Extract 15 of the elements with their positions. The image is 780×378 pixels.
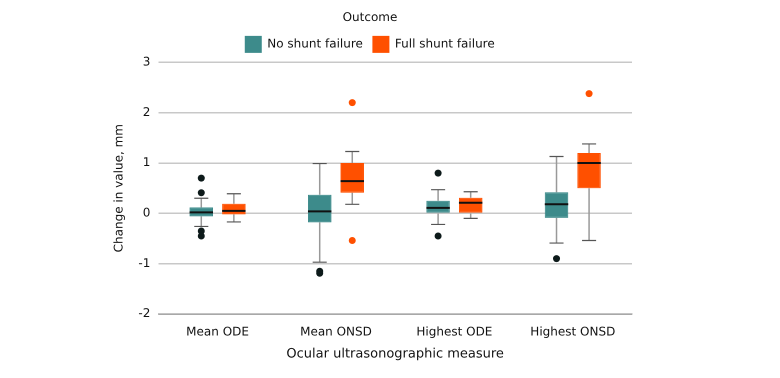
y-tick-label: 2 [142,104,150,119]
y-tick-label: 3 [142,54,150,69]
x-tick-label: Highest ONSD [530,324,616,338]
y-tick-label: -2 [138,306,150,320]
y-tick-label: 0 [142,205,150,220]
x-tick-label: Mean ONSD [300,324,372,338]
legend-label: No shunt failure [267,36,363,51]
y-tick-label: 1 [142,155,150,170]
y-tick-label: -1 [138,256,150,270]
x-tick-label: Highest ODE [416,324,492,338]
y-axis-title: Change in value, mm [111,124,126,252]
x-axis-title: Ocular ultrasonographic measure [286,346,504,362]
legend-title: Outcome [342,10,398,24]
legend-label: Full shunt failure [394,36,495,51]
x-tick-label: Mean ODE [186,324,249,338]
